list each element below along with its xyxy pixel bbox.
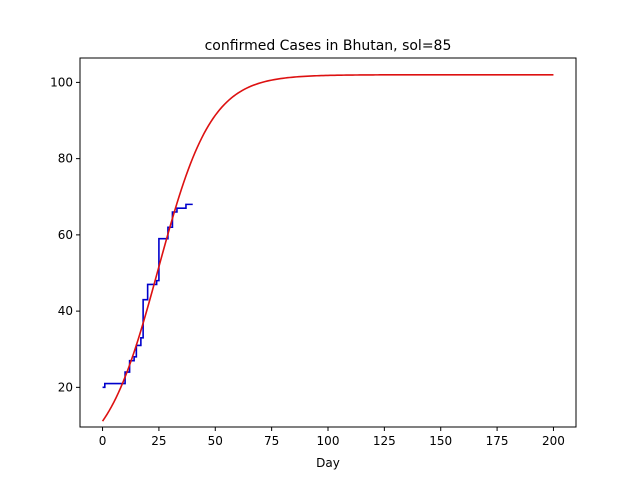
y-tick-label: 80 (58, 152, 73, 166)
y-tick-label: 100 (50, 75, 73, 89)
series-layer (101, 73, 554, 422)
y-axis: 20 40 60 80 100 (50, 75, 80, 394)
y-tick-label: 40 (58, 304, 73, 318)
fitted-curve-line (101, 73, 554, 422)
x-tick-label: 125 (373, 434, 396, 448)
x-tick-label: 50 (208, 434, 223, 448)
x-tick-label: 0 (99, 434, 107, 448)
x-tick-label: 100 (317, 434, 340, 448)
x-axis: 0 25 50 75 100 125 150 175 200 (99, 427, 565, 448)
plot-area (80, 58, 576, 427)
x-axis-label: Day (316, 456, 340, 470)
x-tick-label: 150 (429, 434, 452, 448)
confirmed-cases-line (102, 203, 193, 389)
y-tick-label: 20 (58, 380, 73, 394)
x-tick-label: 200 (542, 434, 565, 448)
x-tick-label: 25 (151, 434, 166, 448)
chart-title: confirmed Cases in Bhutan, sol=85 (205, 38, 452, 54)
x-tick-label: 75 (264, 434, 279, 448)
x-tick-label: 175 (486, 434, 509, 448)
y-tick-label: 60 (58, 228, 73, 242)
